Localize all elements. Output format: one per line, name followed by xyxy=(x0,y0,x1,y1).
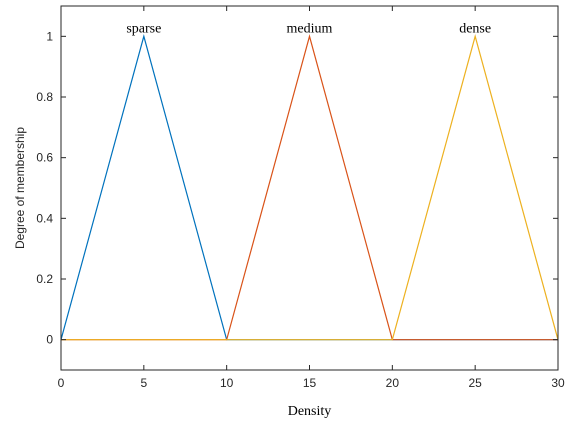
y-tick-label: 0 xyxy=(46,333,53,347)
plot-background xyxy=(61,6,558,370)
x-tick-label: 0 xyxy=(58,376,65,390)
x-tick-label: 25 xyxy=(468,376,482,390)
y-axis-title: Degree of membership xyxy=(13,127,27,249)
y-tick-label: 0.4 xyxy=(36,211,53,225)
x-tick-label: 30 xyxy=(551,376,565,390)
y-tick-label: 0.8 xyxy=(36,90,53,104)
y-tick-label: 0.6 xyxy=(36,151,53,165)
series-line-dense xyxy=(61,34,559,341)
series-label-dense: dense xyxy=(459,21,491,36)
axes-layer: 0 5 10 15 20 25 30 0 0.2 0.4 0.6 0.8 1 xyxy=(36,5,565,390)
y-tick-label: 0.2 xyxy=(36,272,53,286)
series-label-sparse: sparse xyxy=(126,21,161,36)
x-tick-label: 5 xyxy=(140,376,147,390)
x-axis-title: Density xyxy=(288,404,332,419)
y-tick-label: 1 xyxy=(46,29,53,43)
x-tick-label: 20 xyxy=(386,376,400,390)
series-label-medium: medium xyxy=(287,21,333,36)
series-layer xyxy=(60,34,559,341)
labels-layer: sparse medium dense xyxy=(126,21,491,36)
x-tick-label: 15 xyxy=(303,376,317,390)
x-tick-label: 10 xyxy=(220,376,234,390)
